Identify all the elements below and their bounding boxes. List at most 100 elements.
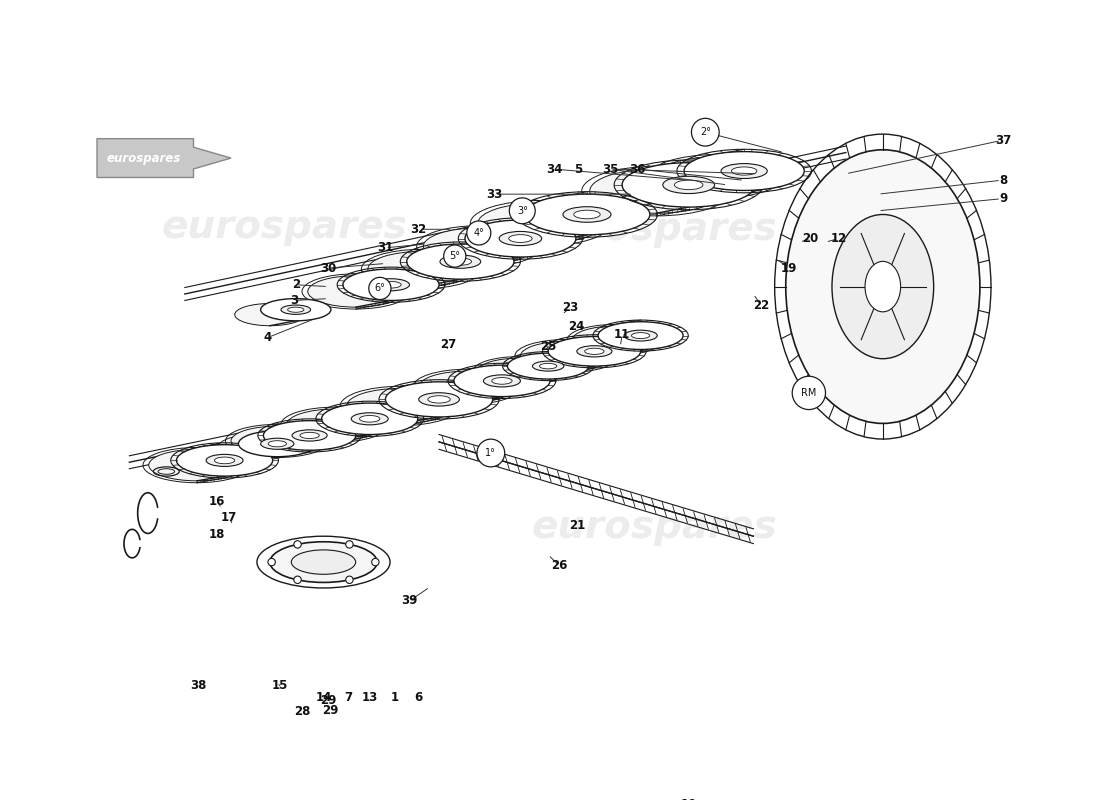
Ellipse shape — [148, 450, 245, 481]
Ellipse shape — [499, 231, 541, 246]
Polygon shape — [97, 138, 231, 178]
Text: 7: 7 — [344, 691, 352, 705]
Ellipse shape — [321, 403, 418, 434]
Ellipse shape — [483, 375, 520, 387]
Ellipse shape — [539, 363, 557, 369]
Ellipse shape — [385, 382, 493, 417]
Text: 5°: 5° — [449, 251, 460, 261]
Text: 5: 5 — [573, 162, 582, 176]
Ellipse shape — [231, 426, 323, 456]
Ellipse shape — [440, 255, 481, 268]
Text: 4: 4 — [264, 331, 272, 344]
Text: 28: 28 — [294, 706, 310, 718]
Ellipse shape — [657, 157, 777, 196]
Text: 17: 17 — [221, 511, 238, 524]
Ellipse shape — [684, 152, 804, 190]
Text: 39: 39 — [402, 594, 418, 607]
Ellipse shape — [623, 162, 756, 207]
Ellipse shape — [576, 346, 612, 357]
Ellipse shape — [477, 358, 559, 384]
Ellipse shape — [239, 431, 316, 457]
Ellipse shape — [428, 396, 450, 403]
Circle shape — [294, 576, 301, 583]
Ellipse shape — [268, 441, 286, 447]
Text: 24: 24 — [568, 320, 584, 333]
Text: 11: 11 — [614, 328, 630, 341]
Ellipse shape — [663, 176, 715, 194]
Ellipse shape — [351, 413, 388, 425]
Circle shape — [792, 376, 825, 410]
Ellipse shape — [674, 180, 703, 190]
Text: 32: 32 — [410, 222, 427, 236]
Ellipse shape — [234, 303, 305, 326]
Text: 13: 13 — [362, 691, 377, 705]
Ellipse shape — [343, 269, 439, 301]
Ellipse shape — [280, 305, 310, 314]
Text: 1: 1 — [390, 691, 398, 705]
Text: 38: 38 — [190, 679, 207, 693]
Circle shape — [443, 245, 466, 267]
Text: 4°: 4° — [473, 228, 484, 238]
Text: 37: 37 — [994, 134, 1011, 147]
Circle shape — [268, 558, 275, 566]
Ellipse shape — [465, 220, 576, 257]
Text: 27: 27 — [440, 338, 456, 351]
Circle shape — [692, 118, 719, 146]
Text: eurospares: eurospares — [531, 210, 778, 248]
Ellipse shape — [286, 409, 383, 441]
Text: 30: 30 — [320, 262, 337, 274]
Ellipse shape — [520, 342, 613, 371]
Ellipse shape — [624, 330, 657, 341]
Ellipse shape — [206, 454, 243, 466]
Text: 36: 36 — [629, 162, 646, 176]
Ellipse shape — [449, 258, 472, 266]
Ellipse shape — [508, 234, 532, 242]
Text: eurospares: eurospares — [162, 207, 407, 246]
Ellipse shape — [424, 228, 535, 265]
Ellipse shape — [532, 361, 564, 371]
Ellipse shape — [261, 298, 331, 321]
Ellipse shape — [574, 210, 601, 218]
Ellipse shape — [631, 333, 650, 338]
Text: 31: 31 — [377, 242, 394, 254]
Ellipse shape — [563, 206, 611, 222]
Text: 21: 21 — [570, 518, 586, 532]
Text: 6: 6 — [415, 691, 422, 705]
Text: 2°: 2° — [700, 127, 711, 138]
Ellipse shape — [407, 244, 514, 279]
Text: 3°: 3° — [517, 206, 528, 216]
Circle shape — [294, 541, 301, 548]
Text: eurospares: eurospares — [107, 151, 182, 165]
Text: 6°: 6° — [374, 283, 385, 294]
Ellipse shape — [832, 214, 934, 358]
Ellipse shape — [218, 434, 296, 460]
Ellipse shape — [373, 278, 409, 290]
Circle shape — [368, 278, 390, 299]
Text: 29: 29 — [322, 703, 338, 717]
Ellipse shape — [293, 430, 327, 441]
Text: RM: RM — [801, 388, 816, 398]
Ellipse shape — [572, 326, 657, 354]
Text: 20: 20 — [803, 232, 818, 245]
Ellipse shape — [732, 167, 757, 175]
Text: 1°: 1° — [485, 448, 496, 458]
Circle shape — [345, 541, 353, 548]
Ellipse shape — [585, 348, 604, 354]
Ellipse shape — [176, 445, 273, 476]
Ellipse shape — [548, 337, 640, 366]
Ellipse shape — [477, 203, 604, 244]
Ellipse shape — [287, 307, 304, 312]
Ellipse shape — [381, 282, 402, 288]
Text: 3: 3 — [290, 294, 298, 307]
Ellipse shape — [454, 365, 550, 397]
Ellipse shape — [367, 251, 475, 286]
Circle shape — [466, 221, 491, 245]
Text: 12: 12 — [830, 232, 847, 245]
Text: 35: 35 — [602, 162, 618, 176]
Circle shape — [345, 576, 353, 583]
Ellipse shape — [360, 415, 379, 422]
Text: 16: 16 — [209, 494, 226, 507]
Ellipse shape — [346, 389, 454, 423]
Ellipse shape — [263, 421, 356, 450]
Ellipse shape — [292, 550, 355, 574]
